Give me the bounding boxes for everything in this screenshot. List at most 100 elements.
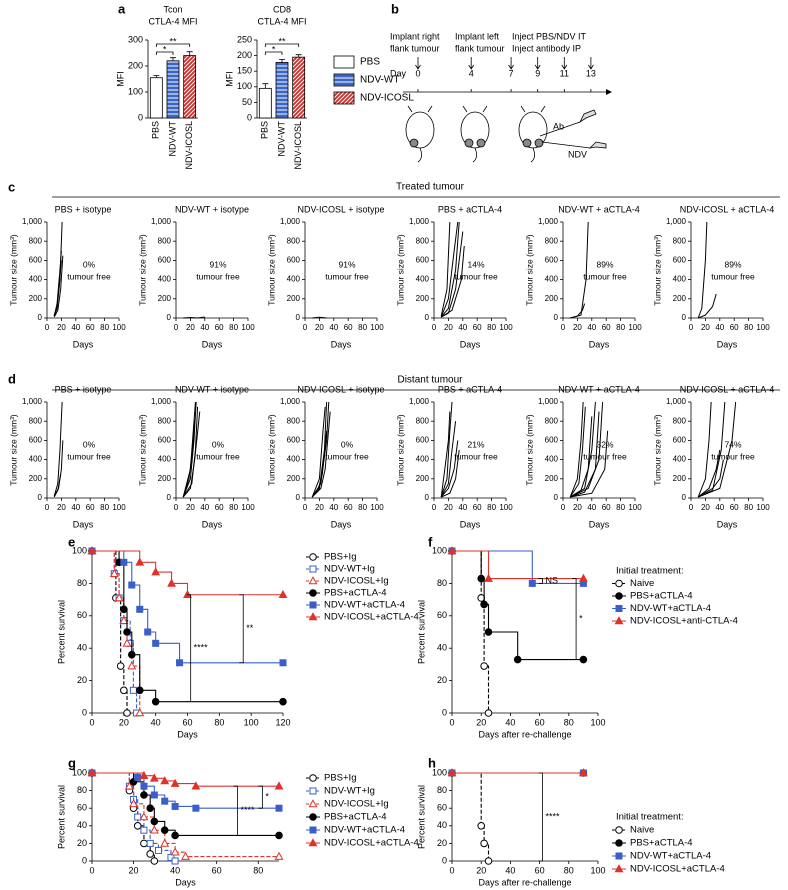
- y-tick-label: 400: [416, 275, 430, 284]
- x-tick-label: 0: [432, 503, 437, 512]
- annotation: 91%: [209, 259, 226, 269]
- x-tick-label: 40: [715, 503, 724, 512]
- x-tick-label: 100: [370, 323, 384, 332]
- x-tick-label: 0: [561, 503, 566, 512]
- category-label: NDV-ICOSL: [184, 121, 194, 170]
- tumour-line: [440, 421, 457, 498]
- legend-title: Initial treatment:: [616, 566, 684, 577]
- panel-letter: f: [428, 534, 433, 549]
- y-tick-label: 1,000: [409, 217, 430, 226]
- x-axis-label: Days: [73, 339, 94, 349]
- chart-title: CTLA-4 MFI: [257, 16, 306, 26]
- annotation: 0%: [83, 259, 96, 269]
- y-tick-label: 0: [442, 707, 447, 717]
- marker: [274, 781, 284, 790]
- legend-label: NDV-ICOSL+anti-CTLA-4: [630, 616, 738, 627]
- marker: [480, 839, 488, 848]
- y-tick-label: 80: [77, 785, 87, 795]
- marker: [135, 686, 144, 695]
- marker: [578, 768, 588, 777]
- y-tick-label: 50: [242, 97, 252, 107]
- marker: [139, 812, 149, 821]
- marker: [119, 615, 129, 624]
- category-label: NDV-WT: [276, 121, 286, 157]
- survival-curve: [92, 550, 283, 596]
- y-tick-label: 200: [158, 474, 172, 483]
- x-tick-label: 20: [57, 503, 66, 512]
- y-tick-label: 1,000: [22, 217, 43, 226]
- y-tick-label: 200: [128, 60, 143, 70]
- x-tick-label: 100: [590, 865, 605, 875]
- error-bar: [186, 51, 193, 56]
- y-axis-label: Tumour size (mm³): [652, 414, 662, 486]
- y-axis-label: Tumour size (mm³): [652, 234, 662, 306]
- x-tick-label: 60: [215, 503, 224, 512]
- x-tick-label: 0: [561, 323, 566, 332]
- marker: [150, 817, 159, 826]
- annotation: tumour free: [454, 271, 498, 281]
- x-tick-label: 20: [315, 323, 324, 332]
- marker: [192, 804, 200, 812]
- y-tick-label: 400: [416, 455, 430, 464]
- marker: [171, 802, 179, 810]
- marker: [146, 804, 154, 813]
- x-tick-label: 20: [57, 323, 66, 332]
- marker: [614, 616, 624, 625]
- significance-bracket: [538, 578, 543, 584]
- y-tick-label: 0: [38, 493, 43, 502]
- x-tick-label: 0: [432, 323, 437, 332]
- legend-label: PBS+aCTLA-4: [630, 591, 693, 602]
- y-tick-label: 150: [237, 66, 252, 76]
- section-heading: Treated tumour: [396, 182, 465, 193]
- significance-bracket: [264, 51, 283, 55]
- y-tick-label: 600: [416, 436, 430, 445]
- survival-curve: [92, 550, 128, 713]
- day-label: Day: [390, 68, 407, 78]
- significance-label: *: [163, 44, 167, 54]
- marker: [129, 798, 138, 808]
- annotation: 74%: [724, 439, 741, 449]
- x-axis-label: Days: [175, 877, 196, 887]
- marker: [308, 799, 318, 808]
- significance-label: *: [272, 44, 276, 54]
- panel-letter: b: [391, 1, 399, 16]
- marker: [152, 639, 160, 647]
- y-tick-label: 600: [29, 256, 43, 265]
- tumour-line: [698, 401, 737, 498]
- marker: [151, 567, 161, 576]
- y-tick-label: 200: [29, 294, 43, 303]
- marker: [278, 589, 288, 599]
- y-tick-label: 60: [437, 610, 447, 620]
- x-tick-label: 40: [329, 323, 338, 332]
- chart-title: NDV-ICOSL + isotype: [298, 204, 385, 214]
- legend-label: NDV-ICOSL+aCTLA-4: [324, 612, 419, 623]
- x-tick-label: 80: [214, 717, 224, 727]
- marker: [480, 662, 488, 670]
- x-tick-label: 20: [444, 323, 453, 332]
- x-tick-label: 40: [170, 865, 180, 875]
- y-tick-label: 0: [82, 855, 87, 865]
- panel-letter: e: [68, 534, 75, 549]
- x-axis-label: Days: [460, 339, 481, 349]
- y-tick-label: 40: [77, 820, 87, 830]
- legend-label: NDV-WT+aCTLA-4: [324, 825, 405, 836]
- marker: [128, 581, 136, 589]
- x-tick-label: 0: [449, 717, 454, 727]
- chart-title: PBS + aCTLA-4: [438, 204, 502, 214]
- bar: [166, 60, 180, 119]
- marker: [136, 605, 144, 613]
- tumour-line: [311, 430, 328, 498]
- x-tick-label: 40: [329, 503, 338, 512]
- x-tick-label: 100: [590, 717, 605, 727]
- bar: [292, 56, 306, 119]
- chart-title: PBS + isotype: [55, 204, 112, 214]
- category-label: NDV-WT: [167, 121, 177, 157]
- chart-title: Tcon: [163, 4, 182, 14]
- y-axis-label: Tumour size (mm³): [8, 414, 18, 486]
- y-tick-label: 600: [545, 436, 559, 445]
- significance-label: *: [265, 792, 269, 802]
- marker: [109, 568, 119, 577]
- marker: [160, 838, 170, 847]
- panel-letter: d: [8, 371, 16, 386]
- annotation: tumour free: [325, 451, 369, 461]
